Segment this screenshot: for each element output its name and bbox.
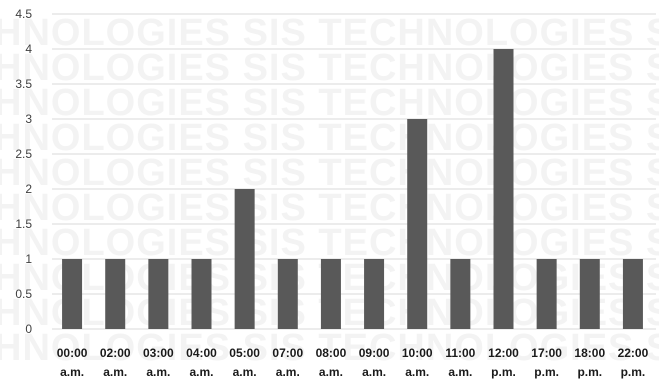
bar	[364, 259, 385, 329]
x-tick-label: 05:00 a.m.	[229, 346, 260, 379]
y-tick-label: 1.5	[15, 217, 32, 231]
watermark-text-row: HNOLOGIES SIS TECHNOLOGIES SIS TECHNOLOG…	[0, 187, 659, 229]
watermark-text-row: HNOLOGIES SIS TECHNOLOGIES SIS TECHNOLOG…	[0, 82, 659, 124]
bar	[148, 259, 169, 329]
y-tick-label: 0	[25, 322, 32, 336]
y-axis-ticks: 0 0.5 1 1.5 2 2.5 3 3.5 4 4.5	[15, 7, 32, 336]
x-tick-label: 02:00 a.m.	[100, 346, 131, 379]
watermark-text-row: HNOLOGIES SIS TECHNOLOGIES SIS TECHNOLOG…	[0, 152, 659, 194]
bar	[622, 259, 643, 329]
x-tick-label: 12:00 p.m.	[488, 346, 519, 379]
watermark-text-row: HNOLOGIES SIS TECHNOLOGIES SIS TECHNOLOG…	[0, 117, 659, 159]
x-tick-label: 03:00 a.m.	[143, 346, 174, 379]
watermark-text-row: HNOLOGIES SIS TECHNOLOGIES SIS TECHNOLOG…	[0, 12, 659, 54]
bar	[536, 259, 557, 329]
x-tick-label: 04:00 a.m.	[186, 346, 217, 379]
x-tick-label: 00:00 a.m.	[57, 346, 88, 379]
x-tick-label: 10:00 a.m.	[402, 346, 433, 379]
x-tick-label: 22:00 p.m.	[618, 346, 649, 379]
x-tick-label: 09:00 a.m.	[359, 346, 390, 379]
watermark-text-row: HNOLOGIES SIS TECHNOLOGIES SIS TECHNOLOG…	[0, 327, 659, 369]
bar	[450, 259, 471, 329]
bar	[105, 259, 126, 329]
bar	[407, 119, 428, 329]
y-tick-label: 4	[25, 42, 32, 56]
bar	[191, 259, 212, 329]
y-tick-label: 0.5	[15, 287, 32, 301]
y-tick-label: 3.5	[15, 77, 32, 91]
bar	[62, 259, 83, 329]
bar	[234, 189, 255, 329]
bar	[320, 259, 341, 329]
x-tick-label: 17:00 p.m.	[531, 346, 562, 379]
y-tick-label: 2	[25, 182, 32, 196]
y-tick-label: 2.5	[15, 147, 32, 161]
watermark-text-row: HNOLOGIES SIS TECHNOLOGIES SIS TECHNOLOG…	[0, 47, 659, 89]
y-tick-label: 1	[25, 252, 32, 266]
bar	[277, 259, 298, 329]
bar	[579, 259, 600, 329]
bars	[62, 49, 643, 329]
x-tick-label: 08:00 a.m.	[316, 346, 347, 379]
y-tick-label: 4.5	[15, 7, 32, 21]
bar	[493, 49, 514, 329]
y-tick-label: 3	[25, 112, 32, 126]
watermark-text-row: HNOLOGIES SIS TECHNOLOGIES SIS TECHNOLOG…	[0, 222, 659, 264]
x-axis-ticks: 00:00 a.m. 02:00 a.m. 03:00 a.m. 04:00 a.m. 05:0…	[57, 346, 649, 379]
x-tick-label: 18:00 p.m.	[574, 346, 605, 379]
x-tick-label: 11:00 a.m.	[445, 346, 475, 379]
x-tick-label: 07:00 a.m.	[272, 346, 303, 379]
